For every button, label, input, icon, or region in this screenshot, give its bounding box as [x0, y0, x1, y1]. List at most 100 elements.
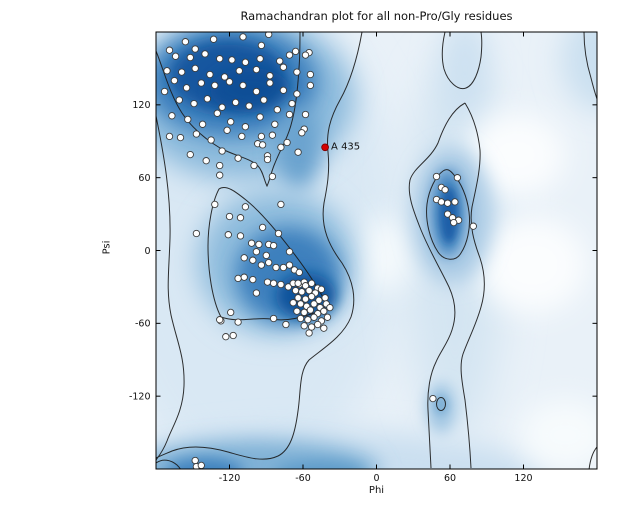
residue-point: [249, 256, 257, 264]
x-tick-label: 0: [373, 473, 379, 484]
residue-point: [285, 110, 294, 119]
y-tick-label: 0: [144, 246, 150, 257]
residue-point: [239, 81, 247, 90]
residue-point: [207, 136, 215, 144]
residue-point: [293, 307, 301, 315]
residue-point: [307, 292, 316, 301]
residue-point: [432, 172, 441, 181]
residue-point: [301, 110, 310, 119]
residue-point: [305, 286, 313, 295]
x-tick-label: 120: [514, 473, 532, 484]
residue-point: [229, 331, 237, 340]
x-tick-label: -60: [295, 473, 311, 484]
residue-point: [301, 295, 310, 303]
residue-point: [258, 141, 267, 149]
residue-point: [279, 86, 288, 94]
residue-point: [216, 316, 224, 324]
residue-point: [443, 210, 452, 218]
residue-point: [211, 81, 219, 90]
residue-point: [222, 333, 230, 341]
residue-point: [314, 320, 322, 329]
residue-point: [282, 320, 290, 329]
residue-point: [227, 118, 235, 126]
residue-point: [241, 123, 250, 131]
plot-frame: [155, 31, 598, 470]
residue-point: [306, 70, 315, 79]
residue-point: [283, 138, 291, 147]
residue-point: [296, 314, 305, 323]
residue-point: [277, 143, 285, 151]
y-tick-label: 120: [132, 100, 150, 111]
residue-point: [209, 35, 218, 43]
contour-island-core: [436, 397, 446, 411]
residue-point: [235, 67, 243, 75]
residue-point: [291, 47, 300, 56]
residue-point: [211, 200, 219, 209]
contour-outer-right: [156, 32, 363, 460]
y-tick-label: -60: [135, 319, 151, 330]
points-layer: [160, 32, 477, 469]
contour-outer-left: [156, 115, 185, 461]
residue-point: [306, 81, 315, 90]
y-axis-label: Psi: [101, 240, 113, 255]
residue-point: [265, 32, 273, 39]
residue-point: [197, 461, 205, 469]
residue-point: [234, 274, 242, 283]
residue-point: [231, 98, 240, 107]
residue-point: [265, 258, 273, 267]
residue-point: [252, 289, 261, 297]
residue-point: [273, 106, 281, 114]
residue-point: [269, 314, 278, 323]
residue-point: [284, 283, 292, 291]
residue-point: [247, 239, 256, 247]
residue-point: [441, 186, 449, 194]
residue-point: [320, 324, 328, 332]
residue-point: [245, 102, 253, 110]
residue-point: [240, 273, 248, 281]
residue-point: [250, 161, 258, 170]
residue-point: [277, 200, 285, 209]
residue-point: [191, 45, 199, 53]
residue-point: [315, 296, 323, 304]
residue-point: [306, 306, 315, 314]
residue-point: [294, 148, 302, 156]
residue-point: [266, 79, 274, 87]
residue-point: [295, 268, 303, 277]
residue-point: [298, 288, 306, 296]
residue-point: [451, 198, 459, 206]
residue-point: [301, 282, 310, 290]
residue-point: [268, 131, 277, 139]
residue-point: [326, 303, 334, 312]
residue-point: [305, 329, 313, 337]
residue-point: [186, 150, 194, 159]
residue-point: [175, 96, 183, 104]
residue-point: [285, 51, 294, 59]
residue-point: [170, 76, 179, 85]
residue-point: [279, 63, 288, 71]
residue-point: [181, 38, 190, 46]
residue-point: [294, 279, 302, 287]
residue-point: [301, 51, 310, 59]
contour-bottom-left-arc: [156, 459, 182, 469]
residue-point: [165, 46, 174, 54]
residue-point: [252, 65, 261, 74]
residue-point: [184, 115, 192, 124]
axes-layer: -120 -60 0 60 120 -120 -60 0 60 120: [129, 32, 597, 484]
residue-point: [227, 308, 235, 317]
residue-point: [266, 72, 274, 80]
x-tick-label: 60: [444, 473, 456, 484]
annotation-layer: A 435: [331, 141, 360, 152]
residue-point: [220, 73, 229, 81]
residue-point: [307, 279, 316, 287]
residue-point: [294, 294, 302, 302]
residue-point: [453, 174, 462, 182]
residue-point: [216, 161, 224, 170]
residue-point: [249, 275, 257, 284]
residue-point: [218, 147, 226, 155]
residue-point: [310, 300, 318, 308]
residue-point: [469, 222, 477, 230]
residue-point: [289, 299, 297, 307]
residue-point: [271, 120, 279, 128]
residue-point: [437, 198, 446, 206]
